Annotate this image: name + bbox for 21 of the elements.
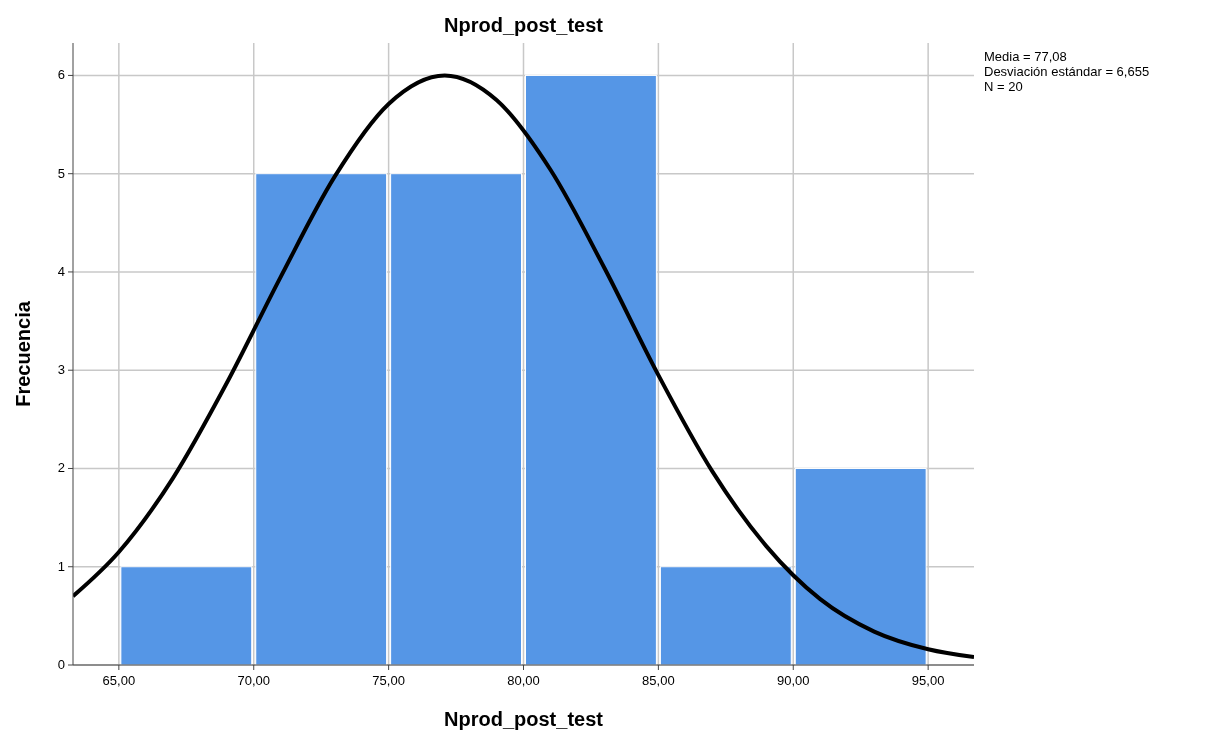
chart-title: Nprod_post_test: [444, 14, 604, 36]
line-series: [73, 73, 974, 660]
x-tick-label: 70,00: [237, 673, 271, 688]
x-tick-label: 85,00: [642, 673, 675, 688]
y-tick-label: 1: [57, 558, 65, 574]
x-tick-label: 95,00: [911, 673, 945, 688]
text: N = 20: [984, 79, 1023, 94]
y-tick-label: 5: [57, 165, 65, 181]
y-tick-label: 6: [57, 67, 65, 83]
text: Desviación estándar = 6,655: [984, 64, 1150, 79]
x-axis-title: Nprod_post_test: [444, 708, 604, 730]
y-axis-title: Frecuencia: [12, 300, 34, 407]
y-tick-label: 4: [57, 263, 65, 279]
y-tick-label: 2: [57, 460, 65, 476]
y-tick-label: 3: [57, 362, 65, 378]
x-tick-label: 80,00: [507, 673, 540, 688]
text: Media = 77,08: [984, 49, 1067, 64]
x-tick-label: 75,00: [372, 673, 405, 688]
x-tick-label: 65,00: [102, 673, 136, 688]
x-tick-label: 90,00: [776, 673, 810, 688]
y-tick-label: 0: [57, 657, 65, 672]
